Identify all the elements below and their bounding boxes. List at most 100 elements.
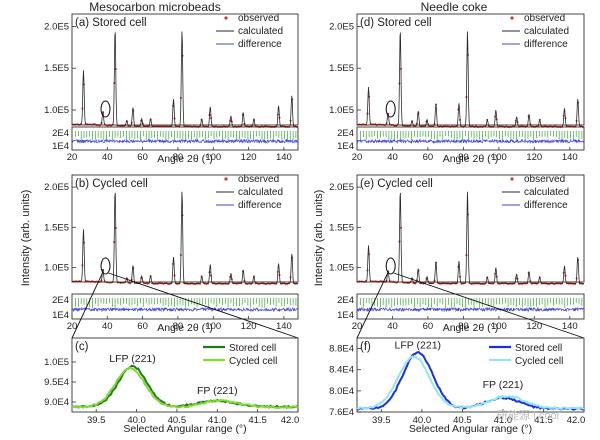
difference-frame — [356, 293, 585, 320]
x-tick-label: 41.0 — [494, 415, 513, 426]
legend-label: observed — [238, 174, 279, 185]
diff-tick-label: 2E4 — [337, 295, 354, 306]
difference-line — [356, 306, 585, 313]
highlight-ellipse — [385, 100, 396, 118]
x-tick-label: 20 — [67, 152, 78, 163]
legend-label: observed — [238, 13, 279, 24]
column-title-mcmb: Mesocarbon microbeads — [89, 0, 220, 14]
legend-marker-observed — [510, 177, 514, 181]
x-tick-label: 40 — [102, 152, 113, 163]
y-tick-label: 2.0E5 — [329, 22, 354, 33]
panel-title: (a) Stored cell — [75, 17, 147, 29]
panel-c: Stored cell Cycled cell LFP (221) FP (221) 9… — [44, 337, 299, 435]
legend-marker-observed — [224, 177, 228, 181]
plot-frame — [356, 337, 585, 413]
y-tick-label: 1.0E5 — [44, 105, 69, 116]
x-tick-label: 20 — [67, 321, 78, 332]
calculated-line — [72, 191, 298, 285]
diff-tick-label: 2E4 — [52, 128, 69, 139]
legend-label: observed — [524, 13, 565, 24]
peak-label: LFP (221) — [109, 353, 156, 365]
x-tick-label: 100 — [205, 321, 221, 332]
calculated-line — [357, 191, 584, 285]
y-tick-label: 7.6E4 — [329, 407, 354, 418]
legend-label: calculated — [524, 187, 569, 198]
y-tick-label: 2.0E5 — [44, 22, 69, 33]
panel-title: (f) — [360, 341, 371, 353]
diff-tick-label: 1E4 — [337, 310, 354, 321]
diff-tick-label: 1E4 — [52, 310, 69, 321]
legend-label: Cycled cell — [515, 356, 563, 367]
legend-label: difference — [238, 200, 282, 211]
y-tick-label: 8.0E4 — [329, 386, 354, 397]
y-tick-label: 1.5E5 — [44, 63, 69, 74]
diff-tick-label: 2E4 — [52, 295, 69, 306]
legend-label: Stored cell — [229, 343, 276, 354]
x-tick-label: 40.5 — [453, 415, 472, 426]
x-tick-label: 39.5 — [372, 415, 391, 426]
y-tick-label: 8.8E4 — [329, 344, 354, 355]
x-tick-label: 80 — [458, 321, 469, 332]
y-tick-label: 1.5E5 — [329, 63, 354, 74]
diff-tick-label: 1E4 — [337, 141, 354, 152]
diff-tick-label: 1E4 — [52, 141, 69, 152]
x-tick-label: 80 — [173, 321, 184, 332]
y-tick-label: 8.4E4 — [329, 365, 354, 376]
difference-line — [356, 138, 585, 145]
x-tick-label: 140 — [276, 152, 292, 163]
peak-label: FP (221) — [197, 385, 238, 397]
x-tick-label: 40.0 — [127, 415, 146, 426]
y-tick-label: 1.5E5 — [44, 222, 69, 233]
legend-label: Stored cell — [515, 343, 562, 354]
plot-frame — [356, 13, 585, 126]
x-tick-label: 40 — [102, 321, 113, 332]
legend-label: observed — [524, 174, 565, 185]
watermark: 研能源 | cool — [497, 408, 559, 422]
x-tick-label: 120 — [526, 321, 542, 332]
series-line-cycled — [356, 355, 585, 411]
calculated-line — [72, 31, 298, 128]
difference-frame — [71, 293, 299, 320]
x-tick-label: 20 — [352, 152, 363, 163]
x-tick-label: 80 — [173, 152, 184, 163]
x-tick-label: 60 — [137, 152, 148, 163]
x-tick-label: 120 — [241, 321, 257, 332]
y-tick-label: 1.0E5 — [44, 263, 69, 274]
peak-label: LFP (221) — [395, 340, 442, 352]
plot-frame — [71, 13, 299, 126]
y-axis-label-right: Intensity (arb. units) — [313, 190, 325, 287]
x-tick-label: 100 — [491, 152, 507, 163]
x-axis-label: Angle 2θ (°) — [157, 322, 213, 334]
y-tick-label: 1.0E5 — [329, 263, 354, 274]
x-tick-label: 41.5 — [534, 415, 553, 426]
legend-label: calculated — [524, 26, 569, 37]
legend-label: calculated — [238, 187, 283, 198]
plot-frame — [71, 337, 299, 413]
y-axis-label-left: Intensity (arb. units) — [20, 190, 32, 287]
x-tick-label: 40.5 — [168, 415, 187, 426]
x-tick-label: 60 — [137, 321, 148, 332]
x-axis-label: Selected Angular range (°) — [123, 423, 246, 435]
x-tick-label: 60 — [423, 152, 434, 163]
x-tick-label: 140 — [562, 321, 578, 332]
x-tick-label: 40 — [387, 152, 398, 163]
x-tick-label: 40.0 — [413, 415, 432, 426]
y-tick-label: 1.5E5 — [329, 222, 354, 233]
x-axis-label: Angle 2θ (°) — [443, 153, 499, 165]
x-tick-label: 39.5 — [87, 415, 106, 426]
panel-title: (b) Cycled cell — [75, 178, 148, 190]
column-title-needle-coke: Needle coke — [421, 0, 488, 14]
legend-label: difference — [238, 39, 282, 50]
series-line-cycled — [71, 366, 299, 410]
zoom-connector — [393, 272, 585, 339]
zoom-connector — [71, 272, 103, 339]
y-tick-label: 9.0E4 — [44, 397, 69, 408]
highlight-ellipse — [100, 257, 111, 275]
x-tick-label: 42.0 — [567, 415, 586, 426]
x-tick-label: 41.0 — [208, 415, 227, 426]
legend-marker-observed — [510, 16, 514, 20]
x-tick-label: 100 — [205, 152, 221, 163]
